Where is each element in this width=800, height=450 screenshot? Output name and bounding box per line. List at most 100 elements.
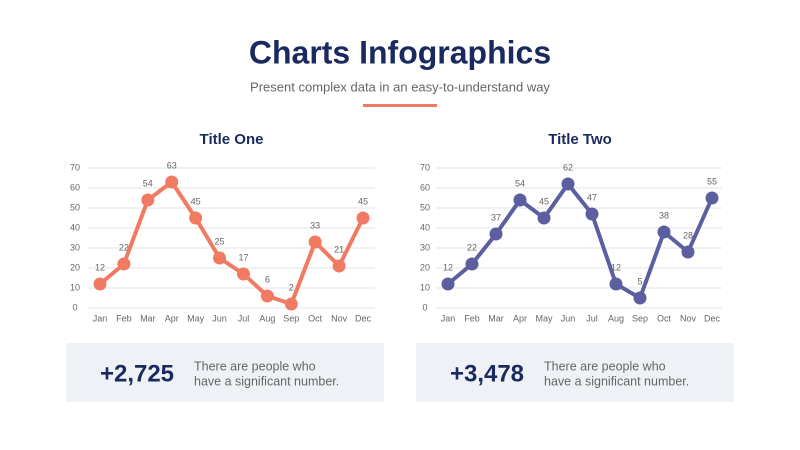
point <box>189 211 203 225</box>
stat-text: There are people who <box>544 359 666 373</box>
data-label: 45 <box>539 196 549 206</box>
stat-value: +2,725 <box>100 360 174 387</box>
data-label: 22 <box>467 242 477 252</box>
x-tick-label: Nov <box>331 313 348 323</box>
point <box>213 251 227 265</box>
data-label: 45 <box>358 196 368 206</box>
y-tick-label: 10 <box>420 282 430 292</box>
x-tick-label: Jul <box>238 313 250 323</box>
data-label: 12 <box>443 262 453 272</box>
y-tick-label: 70 <box>70 162 80 172</box>
x-tick-label: Aug <box>259 313 275 323</box>
data-label: 28 <box>683 230 693 240</box>
stat-text: have a significant number. <box>194 374 339 388</box>
point <box>681 245 695 259</box>
data-label: 62 <box>563 162 573 172</box>
y-tick-label: 10 <box>70 282 80 292</box>
data-label: 6 <box>265 274 270 284</box>
point <box>141 193 155 207</box>
point <box>260 289 274 303</box>
data-label: 55 <box>707 176 717 186</box>
y-tick-label: 30 <box>70 242 80 252</box>
stat-value: +3,478 <box>450 360 524 387</box>
y-tick-label: 50 <box>70 202 80 212</box>
data-label: 54 <box>143 178 153 188</box>
point <box>332 259 346 273</box>
point <box>284 297 298 311</box>
point <box>585 207 599 221</box>
point <box>561 177 575 191</box>
y-tick-label: 50 <box>420 202 430 212</box>
point <box>465 257 479 271</box>
point <box>513 193 527 207</box>
data-label: 12 <box>95 262 105 272</box>
point <box>489 227 503 241</box>
y-tick-label: 40 <box>420 222 430 232</box>
y-tick-label: 60 <box>70 182 80 192</box>
y-tick-label: 60 <box>420 182 430 192</box>
data-label: 2 <box>289 282 294 292</box>
data-label: 21 <box>334 244 344 254</box>
underline <box>363 104 437 107</box>
data-label: 38 <box>659 210 669 220</box>
data-label: 54 <box>515 178 525 188</box>
point <box>657 225 671 239</box>
point <box>609 277 623 291</box>
x-tick-label: Aug <box>608 313 624 323</box>
x-tick-label: Sep <box>283 313 299 323</box>
x-tick-label: Mar <box>488 313 504 323</box>
data-label: 25 <box>215 236 225 246</box>
data-label: 47 <box>587 192 597 202</box>
y-tick-label: 0 <box>72 302 77 312</box>
x-tick-label: Jun <box>212 313 227 323</box>
y-tick-label: 0 <box>422 302 427 312</box>
x-tick-label: Oct <box>308 313 323 323</box>
y-tick-label: 30 <box>420 242 430 252</box>
point <box>93 277 107 291</box>
x-tick-label: Jan <box>441 313 456 323</box>
stat-box <box>66 343 384 402</box>
point <box>537 211 551 225</box>
x-tick-label: Sep <box>632 313 648 323</box>
x-tick-label: Jun <box>561 313 576 323</box>
x-tick-label: May <box>187 313 205 323</box>
x-tick-label: Nov <box>680 313 697 323</box>
x-tick-label: May <box>535 313 553 323</box>
point <box>441 277 455 291</box>
stat-text: have a significant number. <box>544 374 689 388</box>
stat-text: There are people who <box>194 359 316 373</box>
point <box>633 291 647 305</box>
y-tick-label: 70 <box>420 162 430 172</box>
chart-title: Title Two <box>548 131 612 148</box>
x-tick-label: Apr <box>165 313 179 323</box>
data-label: 12 <box>611 262 621 272</box>
data-label: 22 <box>119 242 129 252</box>
point <box>165 175 179 189</box>
point <box>356 211 370 225</box>
x-tick-label: Oct <box>657 313 672 323</box>
x-tick-label: Dec <box>355 313 372 323</box>
data-label: 37 <box>491 212 501 222</box>
data-label: 17 <box>238 252 248 262</box>
x-tick-label: Feb <box>116 313 132 323</box>
x-tick-label: Jul <box>586 313 598 323</box>
x-tick-label: Mar <box>140 313 156 323</box>
x-tick-label: Dec <box>704 313 721 323</box>
data-label: 45 <box>191 196 201 206</box>
y-tick-label: 20 <box>70 262 80 272</box>
subtitle: Present complex data in an easy-to-under… <box>250 79 550 94</box>
data-label: 5 <box>637 276 642 286</box>
title: Charts Infographics <box>249 34 551 70</box>
x-tick-label: Jan <box>93 313 108 323</box>
y-tick-label: 20 <box>420 262 430 272</box>
point <box>117 257 131 271</box>
x-tick-label: Feb <box>464 313 480 323</box>
x-tick-label: Apr <box>513 313 527 323</box>
point <box>308 235 322 249</box>
stat-box <box>416 343 734 402</box>
point <box>705 191 719 205</box>
y-tick-label: 40 <box>70 222 80 232</box>
chart-title: Title One <box>200 131 264 148</box>
data-label: 33 <box>310 220 320 230</box>
